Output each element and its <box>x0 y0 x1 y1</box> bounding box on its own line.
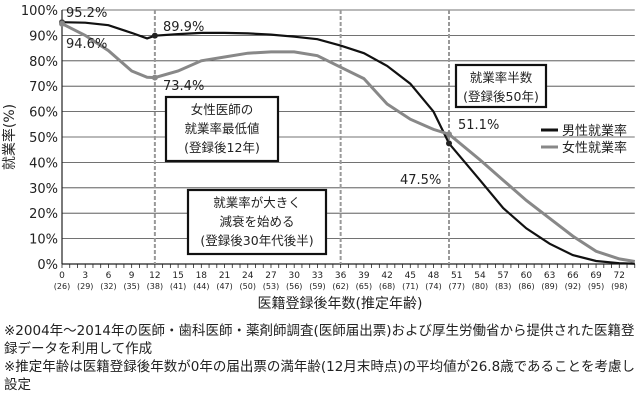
data-point-marker <box>446 140 452 147</box>
annotation-box <box>186 188 328 256</box>
data-point-marker <box>151 32 158 39</box>
data-label: 89.9% <box>163 20 204 35</box>
x-tick-age-label: (47) <box>216 282 232 291</box>
x-tick-age-label: (86) <box>518 282 534 291</box>
x-tick-age-label: (38) <box>147 282 163 291</box>
x-tick-age-label: (26) <box>54 282 70 291</box>
x-tick-label: 72 <box>614 271 625 281</box>
x-tick-label: 18 <box>196 271 208 281</box>
x-tick-age-label: (29) <box>77 282 93 291</box>
x-tick-label: 54 <box>474 271 486 281</box>
x-tick-age-label: (41) <box>170 282 186 291</box>
x-tick-label: 51 <box>451 271 462 281</box>
footnote-1: ※2004年～2014年の医師・歯科医師・薬剤師調査(医師届出票)および厚生労働… <box>4 323 635 357</box>
y-tick-label: 0% <box>37 258 58 273</box>
annotation-text: 減衰を始める <box>219 214 294 229</box>
x-tick-label: 60 <box>521 271 533 281</box>
x-tick-age-label: (50) <box>240 282 256 291</box>
data-label: 51.1% <box>458 118 499 133</box>
x-tick-age-label: (77) <box>449 282 465 291</box>
x-tick-age-label: (80) <box>472 282 488 291</box>
x-tick-label: 39 <box>358 271 370 281</box>
y-axis-label: 就業率(%) <box>1 104 18 170</box>
x-tick-age-label: (65) <box>356 282 372 291</box>
annotation-box <box>454 63 548 109</box>
data-label: 73.4% <box>163 79 204 94</box>
x-tick-age-label: (71) <box>402 282 418 291</box>
x-tick-age-label: (98) <box>611 282 627 291</box>
x-tick-label: 36 <box>335 271 347 281</box>
annotation-text: (登録後12年) <box>184 140 260 155</box>
x-tick-label: 45 <box>405 271 416 281</box>
footnote-2: ※推定年齢は医籍登録後年数が0年の届出票の満年齢(12月末時点)の平均値が26.… <box>4 359 636 393</box>
y-tick-label: 40% <box>29 156 58 171</box>
x-axis-label: 医籍登録後年数(推定年齢) <box>258 295 423 312</box>
x-tick-label: 12 <box>149 271 160 281</box>
x-tick-label: 57 <box>497 271 508 281</box>
annotation-text: 女性医師の <box>191 102 254 117</box>
y-tick-label: 30% <box>29 182 58 197</box>
series-line-male <box>61 21 635 265</box>
y-tick-label: 100% <box>21 4 58 19</box>
data-point-marker <box>446 131 452 138</box>
y-tick-label: 80% <box>29 55 58 70</box>
annotation-text: 就業率が大きく <box>213 195 301 210</box>
x-tick-age-label: (74) <box>425 282 441 291</box>
series-line-female <box>61 22 636 263</box>
employment-rate-chart: 0%10%20%30%40%50%60%70%80%90%100%0(26)3(… <box>1 4 636 312</box>
y-tick-label: 50% <box>29 131 58 146</box>
x-tick-label: 27 <box>265 271 276 281</box>
x-tick-label: 69 <box>590 271 602 281</box>
x-tick-label: 48 <box>428 271 440 281</box>
x-tick-label: 66 <box>567 271 579 281</box>
x-tick-age-label: (32) <box>100 282 116 291</box>
x-tick-label: 63 <box>544 271 555 281</box>
annotation-text: (登録後30年代後半) <box>200 233 313 248</box>
x-tick-label: 0 <box>59 271 65 281</box>
x-tick-label: 15 <box>172 271 183 281</box>
annotation-box <box>164 95 280 163</box>
annotation-text: (登録後50年) <box>463 89 539 104</box>
x-tick-label: 21 <box>219 271 230 281</box>
x-tick-age-label: (68) <box>379 282 395 291</box>
x-tick-age-label: (59) <box>309 282 325 291</box>
x-tick-label: 33 <box>312 271 323 281</box>
annotation-text: 就業率半数 <box>470 70 533 85</box>
x-tick-age-label: (44) <box>193 282 209 291</box>
data-label: 94.6% <box>66 37 107 52</box>
legend-label: 女性就業率 <box>562 140 627 156</box>
x-tick-age-label: (89) <box>541 282 557 291</box>
x-tick-label: 42 <box>381 271 392 281</box>
data-label: 47.5% <box>400 173 441 188</box>
data-point-marker <box>59 20 65 27</box>
x-tick-age-label: (62) <box>332 282 348 291</box>
data-point-marker <box>151 74 158 81</box>
annotation-text: 就業率最低値 <box>184 121 259 136</box>
x-tick-age-label: (56) <box>286 282 302 291</box>
x-tick-label: 30 <box>288 271 300 281</box>
y-tick-label: 10% <box>29 233 58 248</box>
y-tick-label: 70% <box>29 80 58 95</box>
x-tick-label: 9 <box>129 271 135 281</box>
x-tick-age-label: (53) <box>263 282 279 291</box>
y-tick-label: 60% <box>29 106 58 121</box>
data-label: 95.2% <box>66 6 107 21</box>
y-tick-label: 90% <box>29 29 58 44</box>
x-tick-label: 3 <box>82 271 88 281</box>
legend-label: 男性就業率 <box>562 123 627 139</box>
x-tick-age-label: (95) <box>588 282 604 291</box>
x-tick-age-label: (35) <box>123 282 139 291</box>
x-tick-label: 24 <box>242 271 254 281</box>
x-tick-label: 6 <box>106 271 112 281</box>
y-tick-label: 20% <box>29 207 58 222</box>
x-tick-age-label: (92) <box>565 282 581 291</box>
x-tick-age-label: (83) <box>495 282 511 291</box>
